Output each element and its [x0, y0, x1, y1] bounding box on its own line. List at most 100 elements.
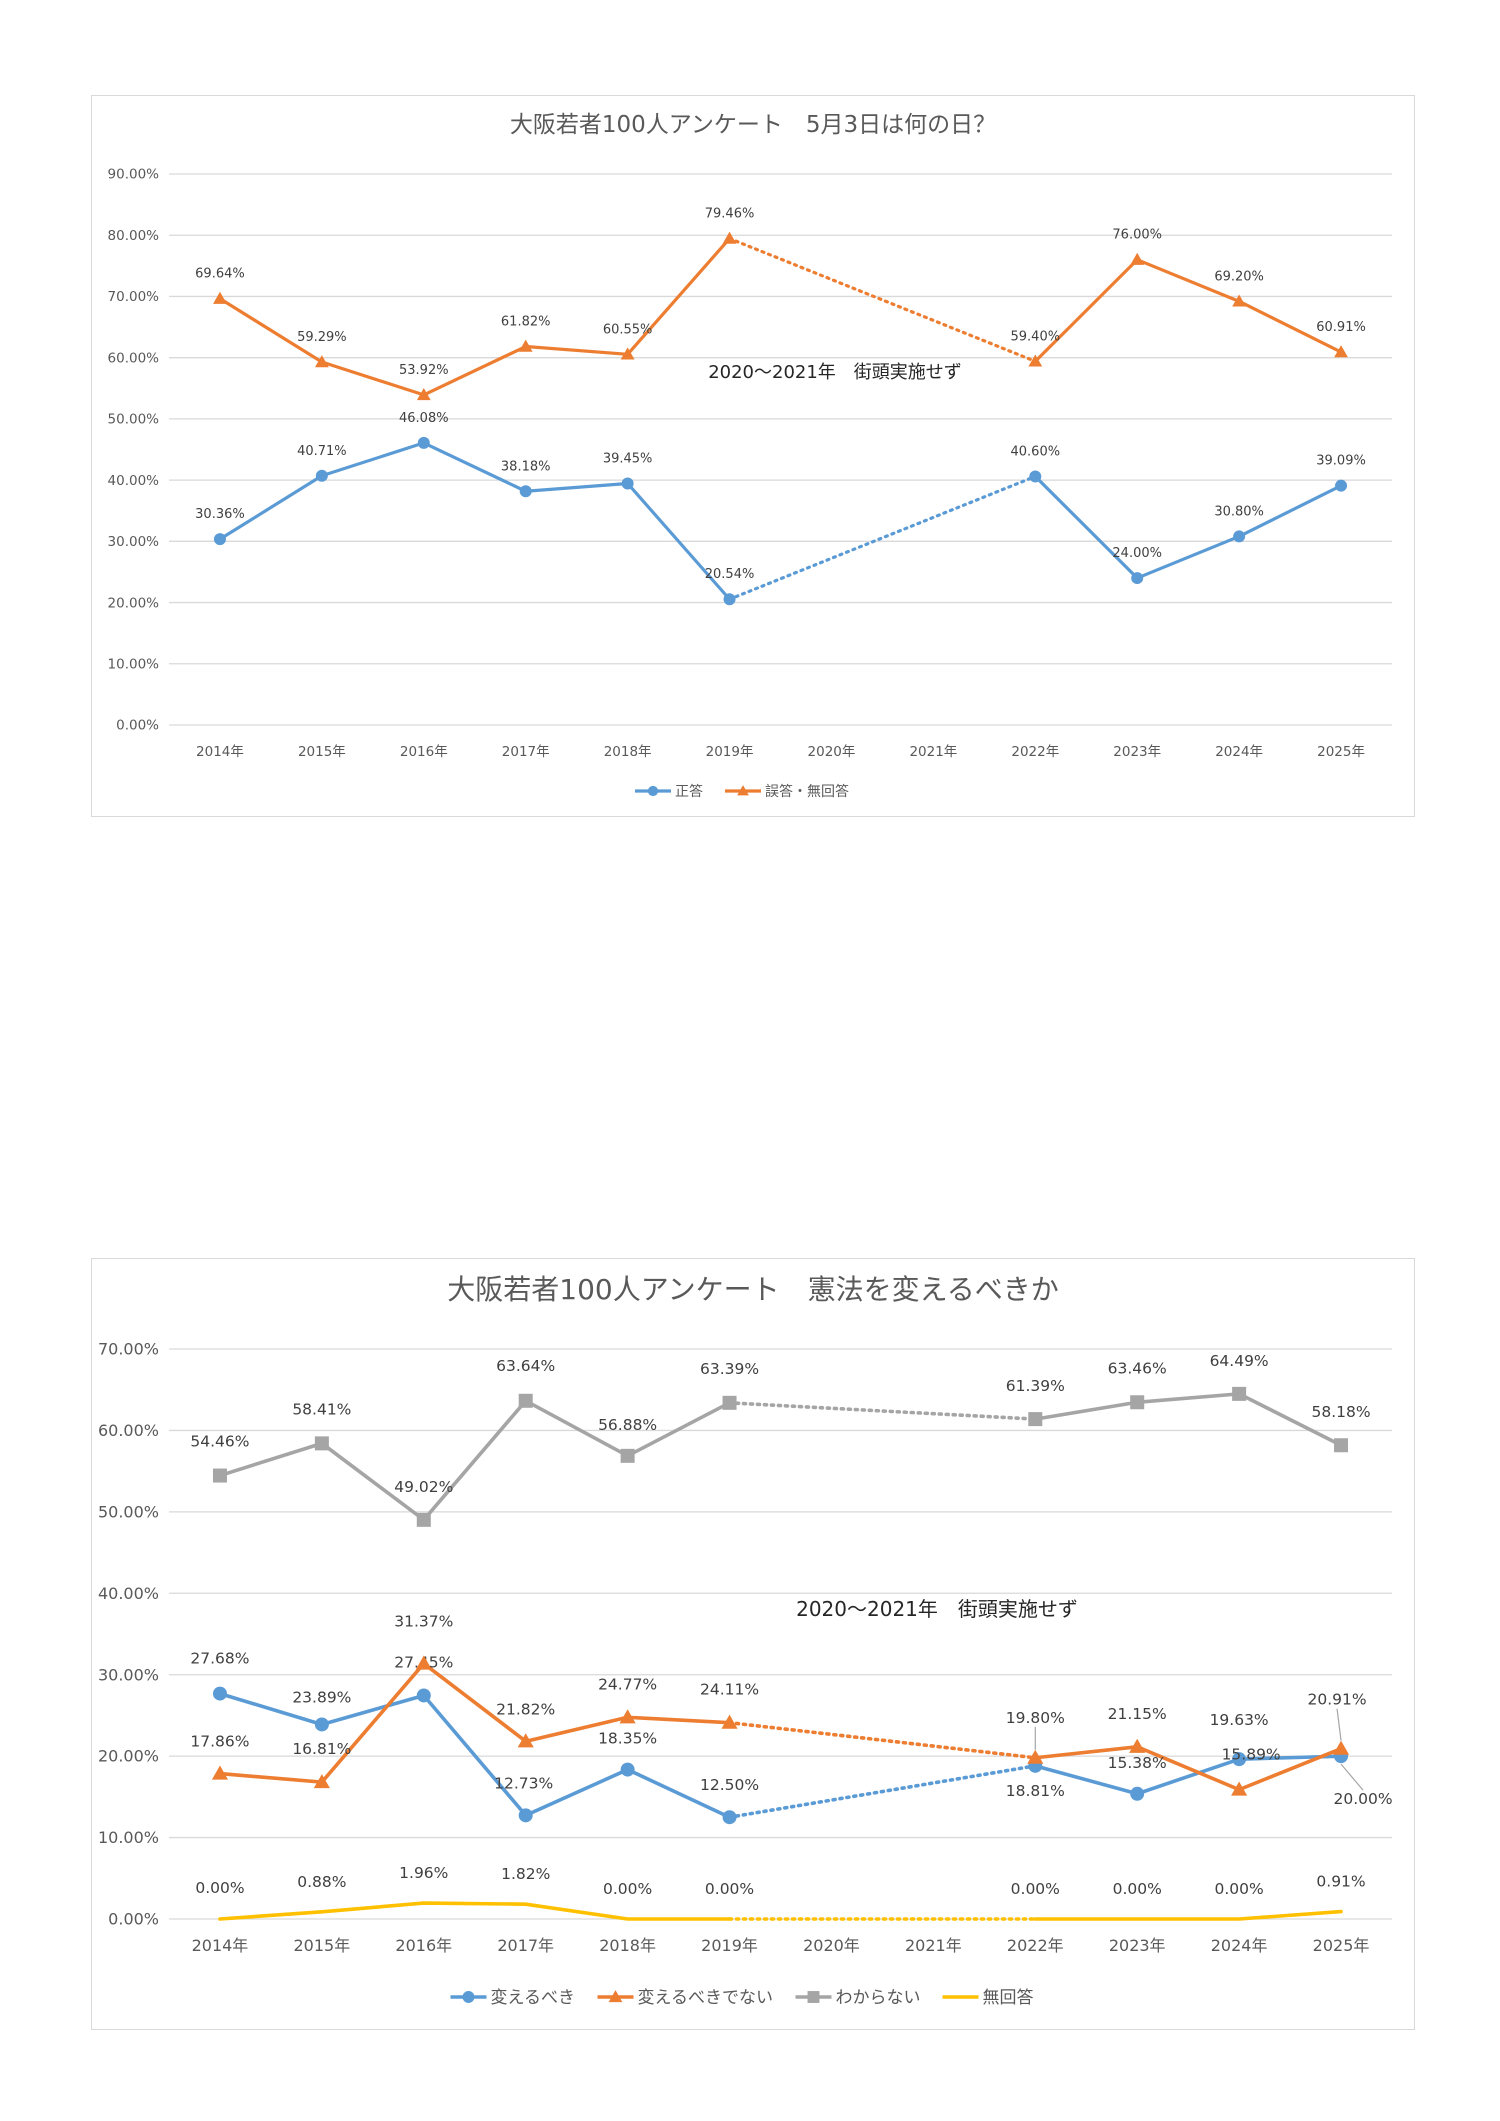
series-points-3: 0.00% 0.88% 1.96% 1.82% 0.00% 0.00% 0.00% 0.00%…	[195, 1864, 1365, 1898]
series-line	[218, 1398, 732, 1522]
y-tick-label: 80.00%	[108, 228, 160, 244]
x-tick-label: 2025年	[1317, 744, 1365, 760]
data-point	[723, 593, 736, 606]
series-gap-line	[727, 1720, 1038, 1760]
x-tick-label: 2015年	[298, 744, 346, 760]
x-tick-label: 2022年	[1011, 744, 1059, 760]
data-label: 21.82%	[496, 1700, 555, 1718]
data-label: 39.45%	[603, 451, 653, 466]
data-point	[212, 1468, 227, 1483]
data-label: 24.77%	[598, 1675, 657, 1693]
data-label: 23.89%	[292, 1688, 351, 1706]
series-2	[218, 1392, 1343, 1522]
series-points-1: 69.64% 59.29% 53.92% 61.82% 60.55% 79.46% 59.4…	[195, 207, 1366, 401]
data-point	[1129, 1738, 1146, 1753]
legend-marker	[647, 785, 659, 797]
x-tick-label: 2022年	[1007, 1936, 1064, 1955]
data-label: 21.15%	[1108, 1705, 1167, 1723]
data-point	[1232, 1386, 1247, 1401]
y-tick-label: 60.00%	[108, 350, 160, 366]
chart-title: 大阪若者100人アンケート 5月3日は何の日？	[510, 112, 996, 138]
x-tick-label: 2014年	[196, 744, 244, 760]
data-point	[1130, 252, 1145, 265]
y-tick-label: 50.00%	[108, 412, 160, 428]
chart-title: 大阪若者100人アンケート 憲法を変えるべきか	[447, 1273, 1059, 1306]
data-label: 0.88%	[297, 1873, 346, 1891]
label-leader-line	[1340, 1763, 1364, 1791]
annotation-no-survey: 2020～2021年 街頭実施せず	[796, 1597, 1078, 1621]
legend-marker	[462, 1991, 475, 2003]
data-label: 12.73%	[494, 1774, 553, 1792]
data-label: 39.09%	[1316, 454, 1366, 469]
data-label: 15.89%	[1222, 1746, 1281, 1764]
data-point	[1332, 1740, 1350, 1755]
legend: 正答 誤答・無回答	[635, 783, 849, 800]
data-point	[417, 436, 430, 449]
y-tick-label: 50.00%	[98, 1502, 159, 1521]
data-point	[315, 469, 328, 482]
data-label: 0.00%	[705, 1880, 754, 1898]
data-point	[619, 1709, 636, 1724]
legend-label: 変えるべき	[491, 1988, 576, 2008]
chart-constitution-change: 大阪若者100人アンケート 憲法を変えるべきか 0.00% 10.00% 20.00%…	[91, 1258, 1415, 2030]
legend-marker	[807, 1991, 820, 2003]
data-point	[1028, 1412, 1043, 1427]
series-line	[218, 1901, 732, 1921]
data-label: 18.81%	[1006, 1782, 1065, 1800]
data-point	[519, 485, 532, 498]
data-label: 0.00%	[1113, 1880, 1162, 1898]
chart-constitution-change-svg: 大阪若者100人アンケート 憲法を変えるべきか 0.00% 10.00% 20.00%…	[98, 1273, 1393, 2008]
x-tick-label: 2017年	[497, 1936, 554, 1955]
data-label: 18.35%	[598, 1730, 657, 1748]
data-label: 0.00%	[603, 1880, 652, 1898]
legend: 変えるべき 変えるべきでない わからない 無回答	[450, 1988, 1034, 2008]
data-label: 60.91%	[1316, 320, 1366, 335]
data-point	[620, 1448, 635, 1463]
series-points-1: 17.86% 16.81% 31.37% 21.82% 24.77% 24.11% 19.8…	[190, 1613, 1367, 1796]
x-tick-label: 2021年	[909, 744, 957, 760]
series-line	[1033, 474, 1343, 580]
data-point	[722, 1395, 737, 1410]
data-point	[1231, 1781, 1248, 1796]
x-tick-label: 2021年	[905, 1936, 962, 1955]
data-point	[416, 387, 431, 401]
x-tick-label: 2016年	[395, 1936, 452, 1955]
legend-label: わからない	[836, 1988, 921, 2008]
data-point	[518, 1808, 533, 1823]
legend-label: 誤答・無回答	[765, 783, 849, 800]
y-tick-label: 40.00%	[98, 1584, 159, 1603]
data-label: 40.60%	[1011, 444, 1061, 459]
x-tick-label: 2024年	[1215, 744, 1263, 760]
x-tick-label: 2017年	[502, 744, 550, 760]
series-gap-line	[727, 474, 1037, 601]
x-tick-label: 2019年	[701, 1936, 758, 1955]
x-tick-label: 2019年	[706, 744, 754, 760]
data-point	[518, 339, 533, 352]
legend-label: 変えるべきでない	[638, 1988, 774, 2008]
data-label: 30.80%	[1214, 504, 1264, 519]
series-line	[218, 236, 732, 397]
data-label: 63.64%	[496, 1357, 555, 1375]
data-label: 1.82%	[501, 1865, 550, 1883]
data-label: 20.00%	[1333, 1790, 1392, 1808]
x-tick-label: 2024年	[1211, 1936, 1268, 1955]
series-0	[218, 441, 1343, 601]
series-line	[1033, 1909, 1343, 1921]
data-point	[212, 1686, 227, 1701]
y-tick-label: 90.00%	[108, 167, 160, 183]
data-point	[1130, 1395, 1145, 1410]
data-point	[1131, 572, 1144, 585]
y-tick-label: 20.00%	[98, 1747, 159, 1766]
series-points-0: 30.36% 40.71% 46.08% 38.18% 39.45% 20.54% 40.6…	[195, 411, 1366, 606]
series-line	[218, 1691, 732, 1820]
data-label: 38.18%	[501, 459, 551, 474]
x-tick-label: 2014年	[192, 1936, 249, 1955]
x-tick-label: 2018年	[599, 1936, 656, 1955]
data-label: 59.29%	[297, 330, 347, 345]
data-label: 59.40%	[1011, 329, 1061, 344]
data-point	[314, 355, 329, 368]
data-label: 15.38%	[1108, 1754, 1167, 1772]
data-label: 53.92%	[399, 363, 449, 378]
data-label: 69.20%	[1214, 269, 1264, 284]
data-label: 61.82%	[501, 315, 551, 330]
